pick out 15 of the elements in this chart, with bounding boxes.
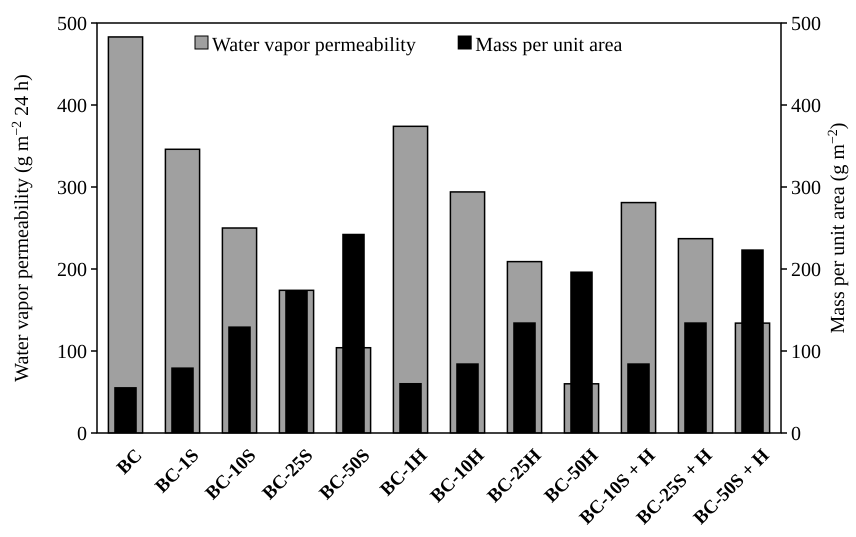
x-tick-label: BC: [112, 445, 146, 479]
y-tick-label: 500: [57, 13, 87, 35]
y2-tick-label: 100: [791, 341, 821, 363]
legend-label: Water vapor permeability: [212, 34, 416, 56]
y2-tick-label: 200: [791, 259, 821, 281]
y-tick-label: 0: [77, 423, 87, 445]
y2-tick-label: 0: [791, 423, 801, 445]
y-tick-label: 200: [57, 259, 87, 281]
y-tick-label: 400: [57, 95, 87, 117]
y2-tick-label: 500: [791, 13, 821, 35]
y-tick-label: 300: [57, 177, 87, 199]
y2-tick-label: 400: [791, 95, 821, 117]
y2-tick-label: 300: [791, 177, 821, 199]
legend-label: Mass per unit area: [475, 34, 622, 56]
y-tick-label: 100: [57, 341, 87, 363]
